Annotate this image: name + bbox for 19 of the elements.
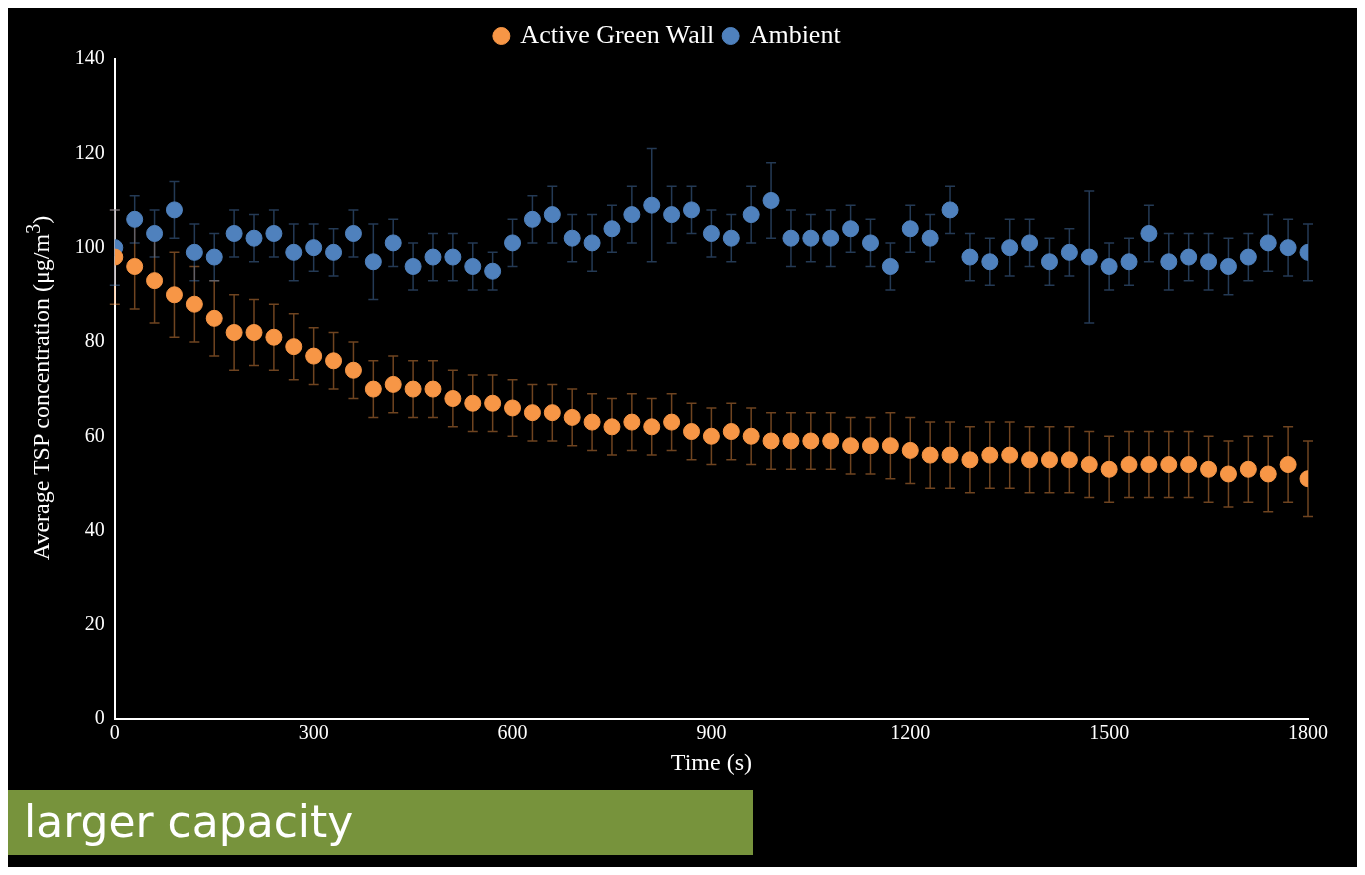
y-tick-label: 100: [74, 234, 105, 257]
legend-label: Active Green Wall: [520, 19, 715, 49]
x-tick-label: 600: [497, 721, 528, 744]
y-tick-label: 40: [84, 517, 105, 540]
y-tick-label: 20: [84, 612, 105, 635]
x-axis-title: Time (s): [670, 748, 752, 775]
x-tick-label: 1800: [1288, 721, 1328, 744]
x-tick-label: 300: [298, 721, 329, 744]
x-tick-label: 900: [696, 721, 727, 744]
legend-label: Ambient: [749, 19, 842, 49]
y-tick-label: 60: [84, 423, 105, 446]
text: larger capacity: [8, 790, 754, 855]
y-tick-label: 0: [94, 706, 105, 729]
x-tick-label: 0: [109, 721, 120, 744]
y-tick-label: 140: [74, 46, 105, 69]
x-tick-label: 1200: [890, 721, 931, 744]
y-tick-label: 80: [84, 329, 105, 352]
x-tick-label: 1500: [1089, 721, 1130, 744]
y-tick-label: 120: [74, 140, 105, 163]
